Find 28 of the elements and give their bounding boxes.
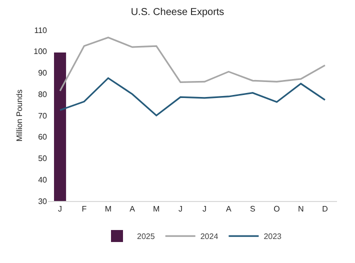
- line-series: [59, 36, 326, 92]
- x-tick-label: M: [153, 204, 160, 214]
- legend-label: 2025: [137, 232, 156, 242]
- y-tick-label: 80: [38, 90, 48, 99]
- y-tick-label: 50: [38, 154, 48, 164]
- legend-label: 2023: [264, 232, 282, 242]
- x-tick-label: A: [226, 204, 232, 214]
- x-tick-label: F: [82, 204, 87, 214]
- chart-title: U.S. Cheese Exports: [130, 6, 224, 18]
- legend-label: 2024: [200, 232, 219, 242]
- x-tick-label: O: [274, 204, 280, 214]
- y-tick-label: 30: [38, 196, 48, 206]
- x-tick-label: J: [202, 204, 207, 214]
- x-tick-label: S: [250, 204, 256, 214]
- y-tick-label: 70: [38, 111, 48, 120]
- y-tick-label: 40: [38, 175, 48, 184]
- x-tick-label: J: [178, 204, 182, 214]
- x-tick-label: J: [58, 204, 62, 214]
- y-tick-label: 60: [38, 132, 48, 142]
- line-series: [59, 77, 326, 116]
- x-tick-label: N: [298, 204, 304, 214]
- y-tick-label: 100: [34, 47, 48, 56]
- x-tick-label: A: [130, 204, 136, 214]
- y-tick-label: 90: [38, 68, 48, 78]
- x-tick-label: M: [104, 204, 112, 214]
- y-tick-label: 110: [34, 26, 48, 35]
- x-tick-label: D: [322, 204, 328, 214]
- y-axis-title: Million Pounds: [15, 89, 24, 142]
